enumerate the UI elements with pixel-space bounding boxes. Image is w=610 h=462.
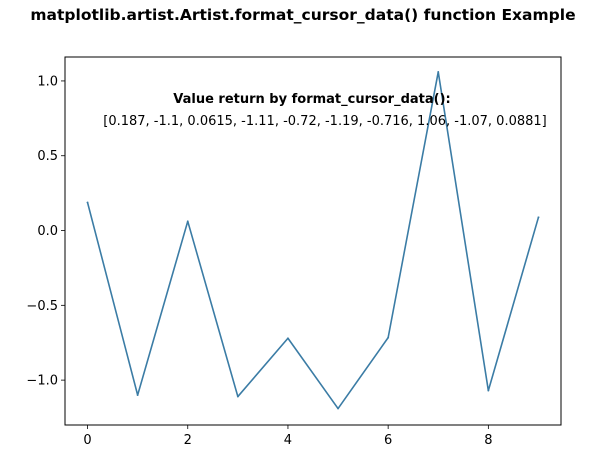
chart-title: matplotlib.artist.Artist.format_cursor_d… bbox=[30, 6, 575, 24]
y-tick-label: 1.0 bbox=[37, 74, 58, 89]
data-point bbox=[487, 389, 490, 392]
data-point bbox=[537, 216, 540, 219]
x-tick-label: 2 bbox=[184, 433, 192, 448]
data-point bbox=[186, 220, 189, 223]
annotation-heading: Value return by format_cursor_data(): bbox=[173, 92, 451, 107]
annotation-values: [0.187, -1.1, 0.0615, -1.11, -0.72, -1.1… bbox=[103, 114, 546, 129]
data-point bbox=[437, 71, 440, 73]
y-tick-label: −0.5 bbox=[26, 299, 58, 314]
data-point bbox=[136, 394, 139, 396]
y-tick-label: 0.0 bbox=[37, 224, 58, 239]
y-axis: −1.0 −0.5 0.0 0.5 1.0 bbox=[26, 74, 65, 389]
data-point bbox=[387, 336, 390, 339]
series-line-0 bbox=[86, 71, 540, 410]
axes-background bbox=[65, 57, 561, 425]
x-tick-label: 4 bbox=[284, 433, 292, 448]
x-tick-label: 0 bbox=[83, 433, 91, 448]
data-point bbox=[86, 201, 89, 204]
series-layer bbox=[86, 71, 540, 410]
plot-area: Value return by format_cursor_data(): [0… bbox=[64, 56, 562, 426]
x-axis: 0 2 4 6 8 bbox=[83, 425, 492, 448]
y-tick-label: −1.0 bbox=[26, 374, 58, 389]
axes-frame bbox=[64, 56, 562, 426]
x-tick-label: 6 bbox=[384, 433, 392, 448]
x-tick-label: 8 bbox=[484, 433, 492, 448]
y-tick-label: 0.5 bbox=[37, 149, 58, 164]
data-point bbox=[337, 407, 339, 410]
annotation-layer: Value return by format_cursor_data(): [0… bbox=[103, 92, 546, 129]
data-point bbox=[236, 395, 239, 398]
data-point bbox=[287, 337, 289, 340]
